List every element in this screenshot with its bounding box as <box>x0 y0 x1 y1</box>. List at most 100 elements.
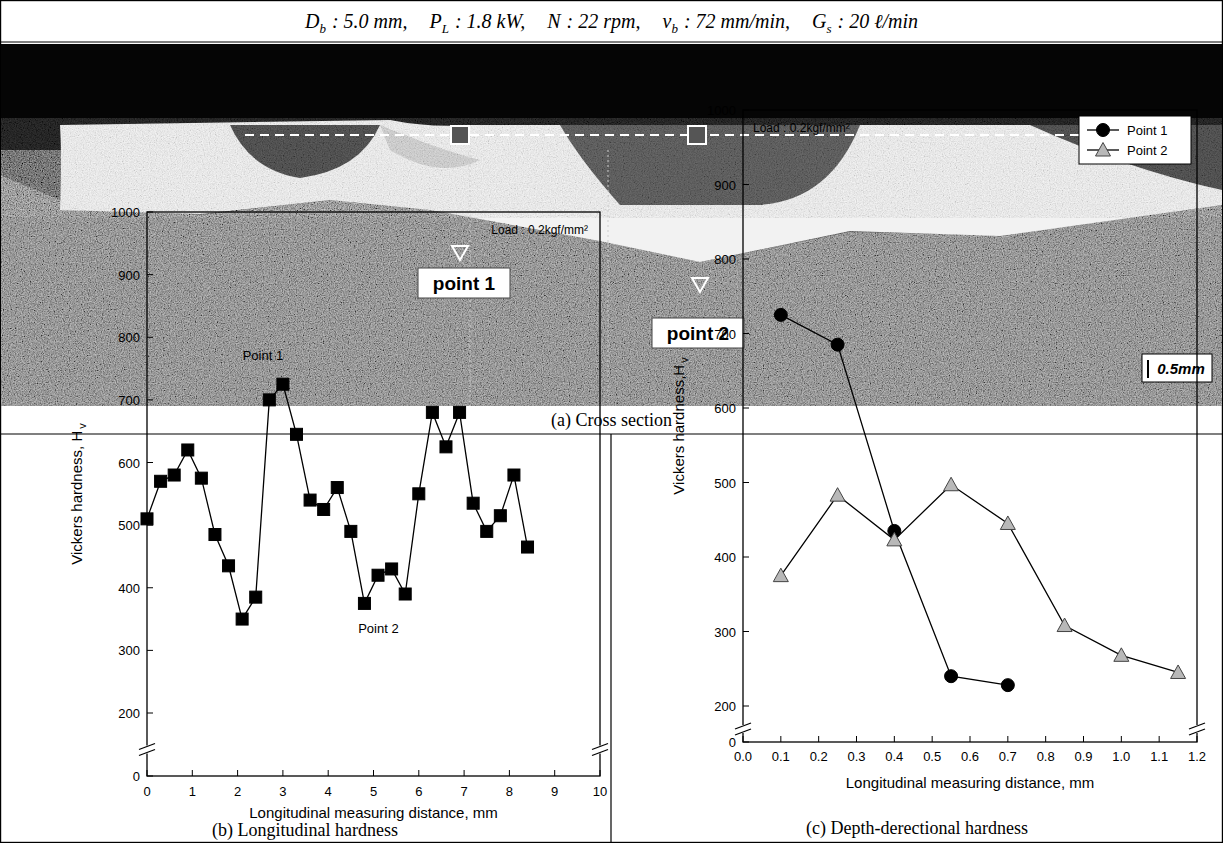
y-tick <box>743 557 749 558</box>
caption: (c) Depth-derectional hardness <box>806 818 1028 839</box>
data-point <box>209 529 221 541</box>
param-symbol: N <box>546 10 562 32</box>
x-tick <box>1045 736 1046 742</box>
param-sub: s <box>826 21 831 36</box>
data-point <box>1114 648 1129 662</box>
y-tick <box>147 713 153 714</box>
y-tick-label: 400 <box>118 581 140 596</box>
series-line <box>147 384 528 619</box>
y-tick-label: 500 <box>118 518 140 533</box>
param-symbol: G <box>812 10 827 32</box>
header: Db: 5.0 mm,PL: 1.8 kW,N: 22 rpm,vb: 72 m… <box>304 10 918 36</box>
data-point <box>358 597 370 609</box>
x-tick-label: 0.6 <box>961 749 979 764</box>
param-value: : 20 ℓ/min <box>838 10 919 32</box>
x-tick <box>894 736 895 742</box>
data-point <box>250 591 262 603</box>
y-tick-label: 200 <box>714 699 736 714</box>
y-tick <box>743 706 749 707</box>
break-mark <box>1189 729 1205 735</box>
data-point <box>290 428 302 440</box>
x-tick <box>856 736 857 742</box>
data-point <box>831 338 844 351</box>
x-tick-label: 0.1 <box>772 749 790 764</box>
plot-frame <box>743 110 1197 742</box>
indent-mark <box>688 126 706 144</box>
x-tick-label: 1.2 <box>1188 749 1206 764</box>
x-tick <box>1121 736 1122 742</box>
x-tick <box>780 736 781 742</box>
annotation: Load : 0.2kgf/mm² <box>491 223 588 237</box>
y-tick <box>743 333 749 334</box>
param-symbol: D <box>304 10 320 32</box>
y-tick <box>147 274 153 275</box>
y-tick <box>147 776 153 777</box>
point-label: point 2 <box>652 318 744 348</box>
data-point <box>508 469 520 481</box>
data-point <box>182 444 194 456</box>
param-symbol: v <box>663 10 672 32</box>
x-tick <box>328 770 329 776</box>
data-point <box>1057 618 1072 632</box>
x-tick <box>147 770 148 776</box>
break-mark <box>139 744 155 750</box>
cross-section <box>1 44 1222 406</box>
y-tick <box>743 408 749 409</box>
x-tick <box>418 770 419 776</box>
series-line <box>781 485 1178 673</box>
indent-mark <box>451 126 469 144</box>
x-tick <box>373 770 374 776</box>
x-tick <box>464 770 465 776</box>
legend-label: Point 2 <box>1127 143 1167 158</box>
param-symbol: P <box>428 10 441 32</box>
break-mark <box>592 750 608 756</box>
y-tick <box>743 259 749 260</box>
x-tick <box>237 770 238 776</box>
data-point <box>331 482 343 494</box>
x-tick <box>1007 736 1008 742</box>
y-title-main: Vickers hardness,H <box>670 365 687 495</box>
x-tick-label: 0.8 <box>1037 749 1055 764</box>
annotation: Point 2 <box>358 621 398 636</box>
x-axis-title: Longitudinal measuring distance, mm <box>846 774 1094 791</box>
y-title-sub: v <box>76 423 88 429</box>
legend-marker <box>1096 143 1111 157</box>
y-tick <box>147 650 153 651</box>
x-tick <box>192 770 193 776</box>
y-tick <box>743 184 749 185</box>
divider <box>0 41 1223 42</box>
y-tick <box>147 212 153 213</box>
y-tick-label: 300 <box>714 625 736 640</box>
data-point <box>887 532 902 546</box>
label-bg <box>418 268 510 298</box>
x-tick-label: 0 <box>143 784 150 799</box>
x-tick-label: 0.9 <box>1074 749 1092 764</box>
y-tick-label: 800 <box>714 252 736 267</box>
y-tick-label: 900 <box>714 178 736 193</box>
data-point <box>440 441 452 453</box>
data-point <box>168 469 180 481</box>
x-tick <box>282 770 283 776</box>
y-tick-label: 1000 <box>707 103 736 118</box>
data-point <box>372 569 384 581</box>
y-tick-label: 900 <box>118 268 140 283</box>
y-tick-label: 600 <box>714 401 736 416</box>
point-label-text: point 1 <box>433 273 496 294</box>
y-tick-label: 0 <box>729 735 736 750</box>
y-tick-label: 200 <box>118 706 140 721</box>
chart: 0123456789100200300400500600700800900100… <box>68 205 608 821</box>
x-tick <box>970 736 971 742</box>
y-tick-label: 700 <box>714 327 736 342</box>
x-axis-title: Longitudinal measuring distance, mm <box>249 804 497 821</box>
data-point <box>1171 665 1186 679</box>
param-value: : 22 rpm, <box>567 10 641 33</box>
data-point <box>426 406 438 418</box>
data-point <box>195 472 207 484</box>
marks <box>773 308 1185 691</box>
break-mark <box>592 744 608 750</box>
data-point <box>481 525 493 537</box>
plot-frame <box>147 212 600 776</box>
data-point <box>399 588 411 600</box>
param-value: : 72 mm/min, <box>684 10 790 32</box>
y-tick <box>743 110 749 111</box>
